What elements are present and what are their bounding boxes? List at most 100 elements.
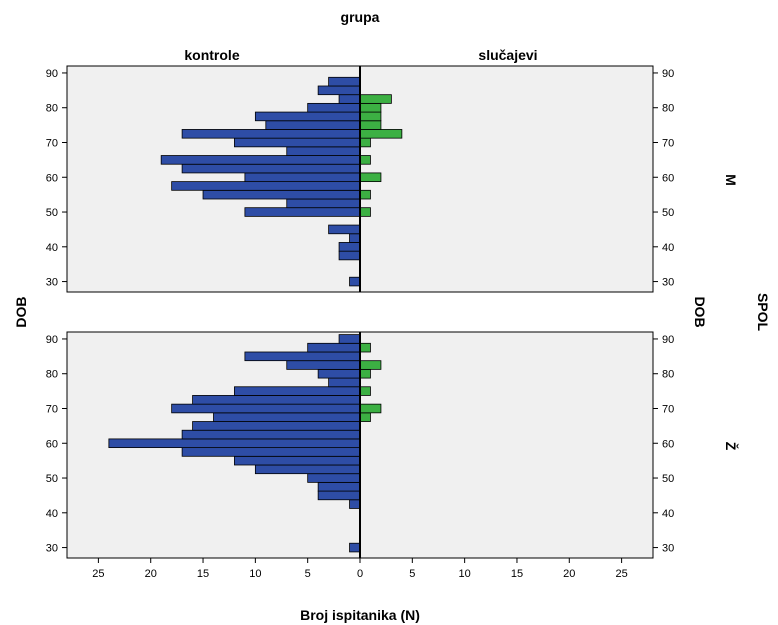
bar-kontrole [254,111,361,122]
bar-kontrole [286,360,361,370]
bar-slucajevi [359,342,371,353]
y-tick-label-left: 50 [46,473,58,485]
bar-kontrole [317,368,361,379]
y-tick-label-left: 70 [46,403,58,415]
bar-slucajevi [359,412,371,422]
x-tick-label: 25 [615,568,627,580]
bar-kontrole [244,351,361,362]
y-tick-label-left: 60 [46,438,58,450]
x-tick-label: 10 [459,568,471,580]
bar-kontrole [317,481,361,492]
chart-title: grupa [341,9,380,25]
x-tick-label: 20 [563,568,575,580]
bar-kontrole [213,412,361,422]
y-tick-label-left: 30 [46,543,58,555]
x-tick-label: 0 [357,568,363,580]
bar-slucajevi [359,189,371,200]
bar-slucajevi [359,94,392,104]
bar-slucajevi [359,368,371,379]
bar-kontrole [349,542,361,553]
bar-kontrole [181,429,361,440]
y-tick-label-right: 60 [662,438,674,450]
y-tick-label-left: 70 [46,137,58,149]
y-tick-label-right: 80 [662,369,674,381]
bar-kontrole [265,120,361,130]
bar-kontrole [181,447,361,457]
bar-kontrole [307,102,361,113]
bar-kontrole [171,403,361,414]
y-tick-label-left: 90 [46,334,58,346]
bar-slucajevi [359,403,382,414]
y-axis-label-left: DOB [13,296,29,327]
y-tick-label-left: 60 [46,172,58,184]
y-tick-label-left: 40 [46,242,58,254]
y-tick-label-right: 70 [662,403,674,415]
x-tick-label: 15 [197,568,209,580]
y-tick-label-right: 40 [662,508,674,520]
bar-slucajevi [359,386,371,396]
x-tick-label: 20 [145,568,157,580]
bar-kontrole [234,137,361,148]
y-tick-label-left: 50 [46,207,58,219]
column-header-kontrole: kontrole [184,47,239,63]
y-tick-label-right: 60 [662,172,674,184]
bar-slucajevi [359,137,371,148]
y-tick-label-right: 90 [662,68,674,80]
panel-m: 30 30 40 40 50 50 60 60 70 70 80 80 90 90 [46,65,674,293]
bar-slucajevi [359,120,382,130]
y-axis-label-right: DOB [692,296,708,327]
y-tick-label-right: 90 [662,334,674,346]
bar-kontrole [244,172,361,183]
row-label-m: M [723,174,739,186]
y-tick-label-right: 70 [662,137,674,149]
bar-kontrole [244,207,361,217]
bar-kontrole [338,242,361,252]
y-tick-label-right: 50 [662,207,674,219]
bar-kontrole [108,438,361,449]
x-tick-label: 5 [305,568,311,580]
bar-kontrole [349,276,361,287]
bar-kontrole [286,146,361,156]
bar-kontrole [328,377,361,388]
bar-kontrole [202,189,361,200]
bar-kontrole [160,155,361,165]
bar-kontrole [234,386,361,396]
y-tick-label-left: 30 [46,277,58,289]
bar-slucajevi [359,207,371,217]
row-variable-label: SPOL [755,293,771,332]
bar-kontrole [307,473,361,483]
bar-kontrole [181,163,361,174]
y-tick-label-right: 30 [662,277,674,289]
y-tick-label-left: 80 [46,103,58,115]
x-tick-label: 25 [92,568,104,580]
y-tick-label-left: 80 [46,369,58,381]
y-tick-label-left: 40 [46,508,58,520]
bar-kontrole [192,395,361,405]
bar-kontrole [328,224,361,235]
y-tick-label-left: 90 [46,68,58,80]
column-header-slucajevi: slučajevi [478,47,537,63]
bar-kontrole [317,85,361,96]
x-tick-label: 10 [249,568,261,580]
row-label-z: Ž [723,442,740,451]
bar-kontrole [181,129,361,139]
y-tick-label-right: 30 [662,543,674,555]
bar-kontrole [338,250,361,261]
bar-kontrole [286,198,361,209]
x-tick-label: 5 [409,568,415,580]
bar-kontrole [192,421,361,431]
bar-kontrole [254,464,361,475]
bar-slucajevi [359,111,382,122]
y-tick-label-right: 80 [662,103,674,115]
x-tick-label: 15 [511,568,523,580]
bar-slucajevi [359,155,371,165]
bar-kontrole [328,76,361,87]
bar-kontrole [307,342,361,353]
bar-kontrole [171,181,361,191]
bar-slucajevi [359,360,382,370]
bar-slucajevi [359,172,382,183]
bar-slucajevi [359,129,403,139]
bar-kontrole [338,94,361,104]
bar-kontrole [349,233,361,243]
